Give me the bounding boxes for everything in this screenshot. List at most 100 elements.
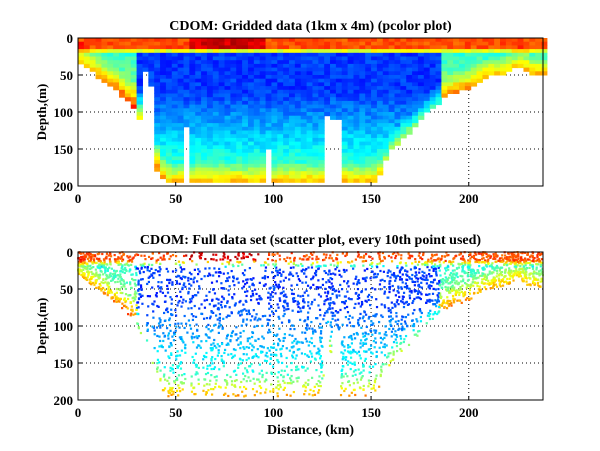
heatmap-cell: [312, 56, 319, 61]
heatmap-cell: [376, 86, 384, 91]
scatter-point: [341, 340, 344, 343]
scatter-point: [396, 266, 399, 269]
heatmap-cell: [253, 130, 261, 135]
heatmap-cell: [259, 149, 267, 154]
heatmap-cell: [253, 126, 261, 131]
scatter-point: [432, 287, 435, 291]
heatmap-cell: [289, 63, 296, 69]
scatter-point: [374, 389, 377, 392]
scatter-point: [127, 256, 130, 259]
scatter-point: [127, 294, 130, 297]
scatter-point: [439, 296, 442, 300]
heatmap-cell: [195, 75, 202, 80]
heatmap-cell: [242, 112, 249, 117]
heatmap-cell: [154, 104, 161, 109]
scatter-point: [181, 388, 184, 391]
heatmap-cell: [183, 119, 190, 124]
scatter-point: [319, 330, 323, 333]
heatmap-cell: [224, 67, 231, 72]
scatter-point: [462, 293, 465, 296]
scatter-point: [181, 339, 184, 343]
heatmap-cell: [154, 152, 161, 157]
heatmap-cell: [341, 134, 349, 139]
heatmap-cell: [206, 152, 214, 157]
heatmap-cell: [283, 123, 290, 128]
heatmap-cell: [195, 160, 202, 165]
scatter-point: [455, 291, 458, 295]
heatmap-cell: [353, 178, 360, 183]
scatter-point: [245, 318, 249, 321]
scatter-point: [346, 282, 349, 285]
heatmap-cell: [224, 93, 231, 98]
heatmap-cell: [447, 82, 454, 87]
heatmap-cell: [365, 93, 372, 98]
scatter-point: [138, 287, 141, 291]
heatmap-cell: [189, 60, 196, 65]
heatmap-cell: [306, 86, 313, 91]
scatter-point: [368, 371, 371, 374]
scatter-point: [317, 384, 320, 388]
scatter-point: [292, 350, 296, 354]
heatmap-cell: [253, 137, 261, 143]
scatter-point: [430, 284, 433, 288]
scatter-point: [283, 386, 286, 389]
scatter-point: [414, 258, 417, 261]
heatmap-cell: [482, 56, 489, 61]
scatter-point: [442, 261, 445, 264]
heatmap-cell: [441, 49, 448, 54]
scatter-point: [182, 275, 185, 278]
heatmap-cell: [306, 52, 313, 57]
heatmap-cell: [335, 78, 343, 83]
scatter-point: [180, 270, 183, 273]
heatmap-cell: [335, 100, 343, 106]
heatmap-cell: [394, 75, 401, 80]
heatmap-cell: [476, 67, 483, 72]
heatmap-cell: [458, 86, 466, 91]
scatter-point: [169, 278, 172, 282]
heatmap-cell: [453, 75, 460, 80]
heatmap-cell: [300, 38, 308, 43]
scatter-point: [233, 284, 236, 287]
scatter-point: [262, 346, 265, 349]
scatter-point: [417, 260, 421, 264]
heatmap-cell: [300, 89, 308, 94]
scatter-point: [278, 299, 282, 302]
heatmap-cell: [154, 63, 161, 69]
scatter-point: [214, 357, 217, 361]
heatmap-cell: [259, 97, 267, 102]
heatmap-cell: [412, 86, 419, 91]
scatter-point: [202, 358, 205, 361]
heatmap-cell: [447, 63, 454, 69]
scatter-point: [329, 324, 332, 327]
heatmap-cell: [517, 60, 524, 65]
scatter-point: [431, 317, 434, 320]
heatmap-cell: [529, 71, 536, 76]
scatter-point: [403, 269, 407, 272]
heatmap-cell: [183, 104, 190, 109]
heatmap-cell: [195, 52, 202, 57]
heatmap-cell: [312, 152, 319, 157]
heatmap-cell: [464, 67, 472, 72]
heatmap-cell: [441, 75, 448, 80]
heatmap-cell: [177, 174, 185, 180]
heatmap-cell: [300, 67, 308, 72]
heatmap-cell: [160, 156, 167, 161]
heatmap-cell: [171, 56, 179, 61]
scatter-point: [218, 322, 221, 325]
scatter-point: [109, 272, 112, 275]
scatter-point: [452, 288, 455, 292]
heatmap-cell: [95, 49, 102, 54]
scatter-point: [310, 263, 313, 266]
heatmap-cell: [165, 167, 173, 172]
heatmap-cell: [236, 56, 243, 61]
scatter-point: [388, 290, 391, 294]
heatmap-cell: [277, 149, 284, 154]
scatter-point: [264, 266, 268, 269]
scatter-point: [268, 302, 271, 305]
scatter-point: [490, 272, 493, 275]
heatmap-cell: [353, 86, 360, 91]
heatmap-cell: [406, 56, 413, 61]
scatter-point: [468, 266, 471, 270]
scatter-point: [335, 294, 338, 297]
scatter-point: [112, 300, 116, 303]
